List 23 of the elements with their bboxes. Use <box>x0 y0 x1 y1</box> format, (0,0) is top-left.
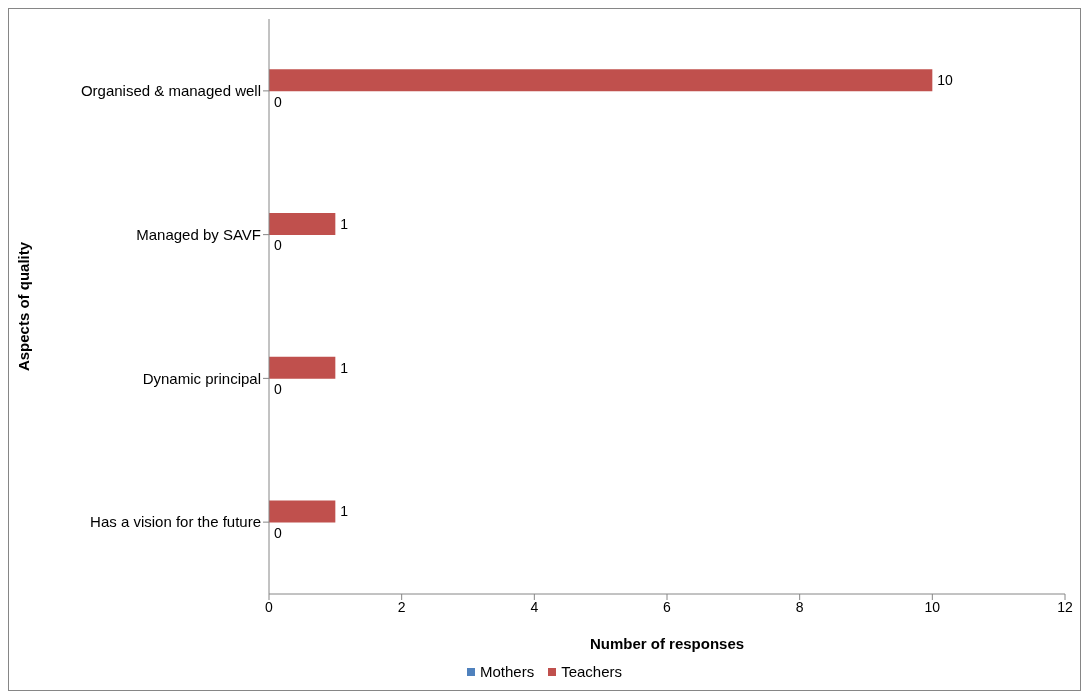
data-label: 10 <box>937 72 954 89</box>
y-tick-label: Has a vision for the future <box>90 513 261 531</box>
y-axis-title: Aspects of quality <box>15 241 33 372</box>
data-label: 0 <box>274 93 282 110</box>
x-tick-label: 8 <box>795 598 804 615</box>
legend-label: Teachers <box>560 663 623 680</box>
x-tick-label: 0 <box>265 598 274 615</box>
x-axis-title: Number of responses <box>589 635 745 652</box>
data-label: 0 <box>274 381 282 398</box>
x-tick-label: 10 <box>924 598 941 615</box>
y-tick-label: Organised & managed well <box>80 82 261 100</box>
x-tick-label: 2 <box>397 598 406 615</box>
x-tick-label: 12 <box>1057 598 1073 615</box>
data-label: 0 <box>274 524 282 541</box>
y-tick-label: Managed by SAVF <box>136 225 261 243</box>
legend-label: Mothers <box>478 663 535 680</box>
data-label: 1 <box>340 503 349 520</box>
x-tick-label: 6 <box>663 598 672 615</box>
data-label: 1 <box>340 215 349 232</box>
x-tick-label: 4 <box>530 598 539 615</box>
data-label: 0 <box>274 237 282 254</box>
y-tick-label: Dynamic principal <box>142 369 261 387</box>
data-label: 1 <box>340 359 349 376</box>
